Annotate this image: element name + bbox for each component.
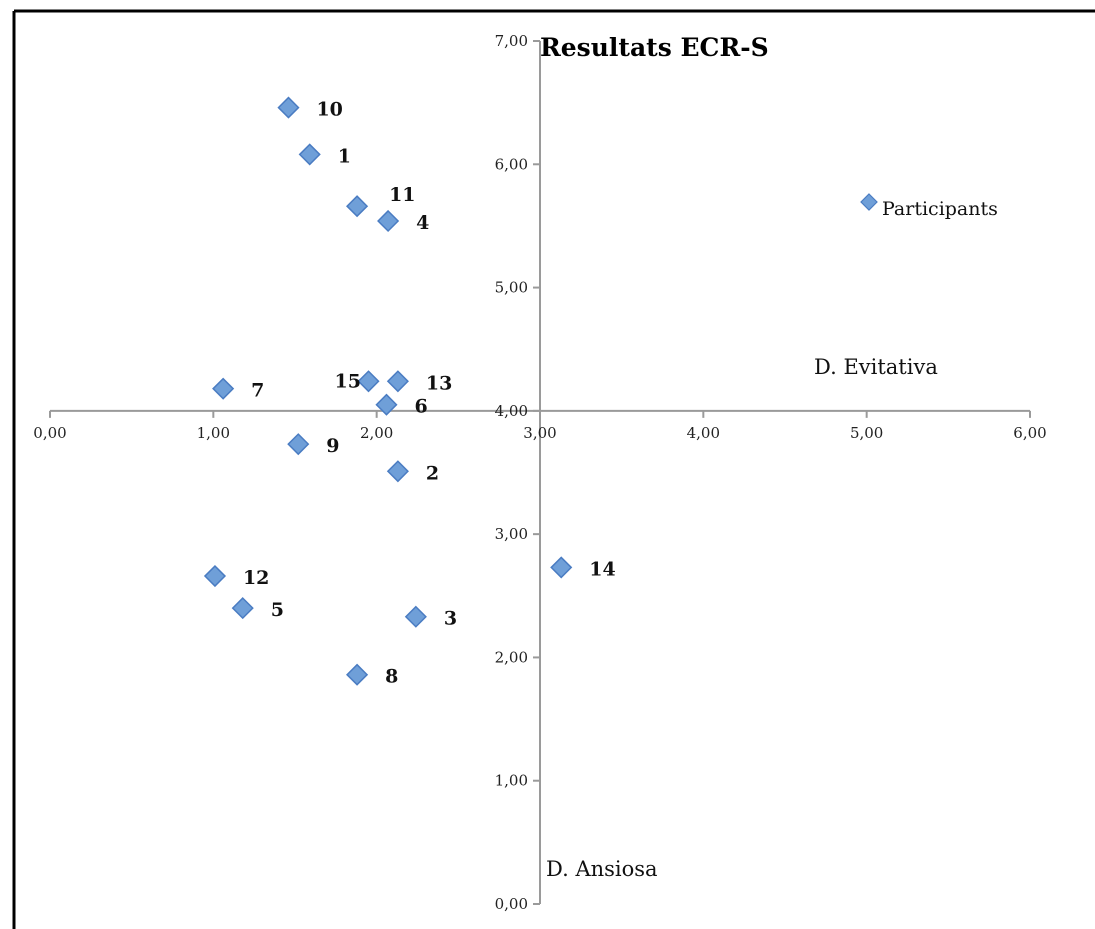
data-point-marker — [386, 370, 409, 393]
data-point-marker — [346, 663, 369, 686]
legend: Participants — [860, 193, 998, 220]
data-point-label: 6 — [414, 396, 427, 418]
x-tick-label: 5,00 — [850, 424, 883, 442]
y-tick-label: 5,00 — [495, 279, 528, 297]
y-axis-ticks: 0,00 1,00 2,00 3,00 4,00 5,00 6,00 7,00 — [495, 32, 540, 913]
x-tick-label: 3,00 — [523, 424, 556, 442]
data-point-label: 14 — [589, 558, 615, 580]
x-tick-label: 0,00 — [33, 424, 66, 442]
data-point-marker — [231, 597, 254, 620]
data-point-label: 7 — [251, 380, 264, 402]
data-point-label: 3 — [444, 608, 457, 630]
y-tick-label: 0,00 — [495, 895, 528, 913]
data-point-label: 12 — [243, 567, 269, 589]
data-point-marker — [203, 564, 227, 588]
x-axis-ticks: 0,00 1,00 2,00 3,00 4,00 5,00 6,00 — [33, 410, 1047, 442]
data-point-label: 9 — [326, 435, 339, 457]
data-point-marker — [277, 96, 300, 119]
legend-marker — [860, 193, 878, 211]
y-tick-label: 6,00 — [495, 155, 528, 173]
data-point-marker — [298, 143, 321, 166]
data-point-label: 13 — [426, 372, 452, 394]
y-tick-label: 4,00 — [495, 402, 528, 420]
data-point-label: 5 — [271, 599, 284, 621]
y-tick-label: 1,00 — [495, 772, 528, 790]
x-tick-label: 2,00 — [360, 424, 393, 442]
data-point-marker — [550, 556, 573, 579]
data-point-label: 15 — [335, 370, 361, 392]
data-point-marker — [212, 377, 235, 400]
data-point-marker — [346, 195, 369, 218]
y-tick-label: 2,00 — [495, 648, 528, 666]
x-tick-label: 6,00 — [1013, 424, 1046, 442]
data-point-marker — [357, 370, 380, 393]
data-point-marker — [377, 209, 400, 233]
data-point-label: 4 — [416, 212, 429, 234]
data-point-marker — [287, 433, 310, 456]
chart-title: Resultats ECR-S — [540, 33, 769, 62]
data-point-label: 11 — [389, 184, 415, 206]
legend-entry-participants: Participants — [882, 198, 998, 220]
data-point-marker — [404, 605, 427, 628]
data-point-marker — [375, 393, 398, 416]
x-axis-label: D. Evitativa — [814, 355, 938, 379]
y-tick-label: 3,00 — [495, 525, 528, 543]
data-point-label: 1 — [338, 145, 351, 167]
data-point-label: 8 — [385, 666, 398, 688]
data-point-label: 10 — [316, 99, 342, 121]
y-tick-label: 7,00 — [495, 32, 528, 50]
y-axis-label: D. Ansiosa — [546, 857, 658, 881]
data-point-label: 2 — [426, 462, 439, 484]
x-tick-label: 4,00 — [687, 424, 720, 442]
data-point-marker — [386, 460, 409, 483]
x-tick-label: 1,00 — [197, 424, 230, 442]
